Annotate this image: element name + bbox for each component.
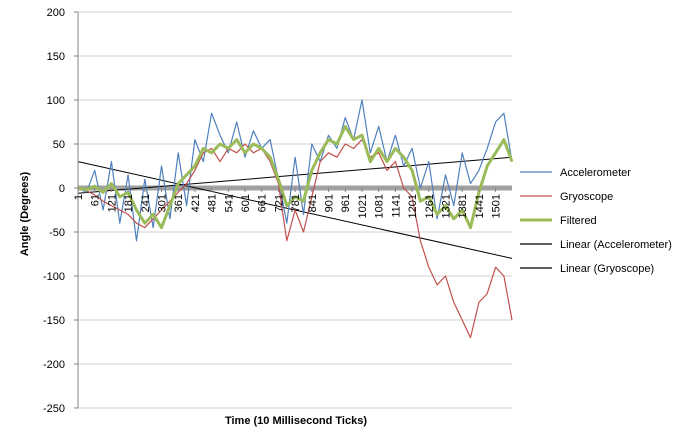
legend-entry-filtered: Filtered — [520, 215, 597, 227]
x-tick-label: 781 — [290, 194, 302, 212]
legend-entry-linear-gryoscope: Linear (Gryoscope) — [520, 263, 654, 275]
y-tick-label: 0 — [59, 183, 65, 195]
y-tick-label: 200 — [47, 7, 65, 19]
x-tick-label: 961 — [340, 194, 352, 212]
y-tick-labels: 200 150 100 50 0 -50 -100 -150 -200 -250 — [43, 7, 65, 415]
x-tick-label: 661 — [257, 194, 269, 212]
series-line-linear-accelerometer — [77, 156, 513, 194]
legend-entry-accelerometer: Accelerometer — [520, 167, 631, 179]
x-tick-label: 421 — [190, 194, 202, 212]
x-tick-label: 61 — [90, 194, 102, 206]
y-tick-label: 50 — [53, 139, 65, 151]
x-tick-label: 1021 — [357, 194, 369, 218]
series-line-gryoscope — [77, 139, 513, 339]
x-tick-label: 541 — [223, 194, 235, 212]
legend-label: Linear (Accelerometer) — [560, 239, 672, 251]
legend-label: Accelerometer — [560, 167, 631, 179]
x-tick-label: 1261 — [424, 194, 436, 218]
legend-label: Linear (Gryoscope) — [560, 263, 654, 275]
x-tick-label: 1141 — [390, 194, 402, 218]
y-tick-label: -250 — [43, 403, 65, 415]
x-tick-labels: 1 61 121 181 241 301 361 421 481 541 601 661 721 781 8… — [73, 194, 503, 218]
axes — [77, 12, 497, 408]
x-tick-label: 361 — [173, 194, 185, 212]
y-tick-label: 100 — [47, 95, 65, 107]
x-tick-label: 841 — [307, 194, 319, 212]
x-tick-label: 721 — [273, 194, 285, 212]
x-tick-label: 1321 — [440, 194, 452, 218]
series-line-filtered — [77, 124, 514, 230]
x-tick-label: 1 — [73, 194, 85, 200]
x-tick-label: 1381 — [457, 194, 469, 218]
x-tick-label: 181 — [123, 194, 135, 212]
x-tick-label: 121 — [106, 194, 118, 212]
x-tick-label: 1081 — [374, 194, 386, 218]
series-lines — [77, 99, 514, 339]
x-tick-label: 1501 — [491, 194, 503, 218]
legend-label: Filtered — [560, 215, 597, 227]
y-axis-title: Angle (Degrees) — [19, 171, 31, 256]
y-tick-label: 150 — [47, 51, 65, 63]
legend-entry-gryoscope: Gryoscope — [520, 191, 613, 203]
y-tick-label: -150 — [43, 315, 65, 327]
y-tick-label: -50 — [49, 227, 65, 239]
x-tick-label: 301 — [157, 194, 169, 212]
x-tick-label: 241 — [140, 194, 152, 212]
legend-label: Gryoscope — [560, 191, 613, 203]
x-axis-title: Time (10 Millisecond Ticks) — [225, 415, 367, 427]
x-tick-label: 1441 — [474, 194, 486, 218]
x-tick-label: 481 — [207, 194, 219, 212]
x-tick-label: 901 — [324, 194, 336, 212]
y-tick-label: -100 — [43, 271, 65, 283]
x-tick-label: 601 — [240, 194, 252, 212]
series-line-accelerometer — [77, 99, 513, 242]
legend-entry-linear-accelerometer: Linear (Accelerometer) — [520, 239, 672, 251]
legend: Accelerometer Gryoscope Filtered Linear (Ac… — [520, 167, 672, 275]
x-tick-label: 1201 — [407, 194, 419, 218]
y-tick-label: -200 — [43, 359, 65, 371]
